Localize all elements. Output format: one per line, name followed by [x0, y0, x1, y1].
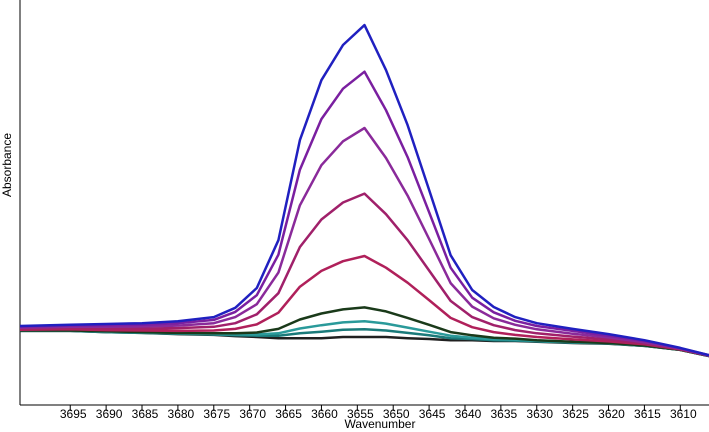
- x-tick-label: 3615: [634, 407, 661, 421]
- x-tick-label: 3630: [526, 407, 553, 421]
- spectrum-line: [19, 192, 709, 357]
- spectrum-line: [20, 306, 709, 358]
- x-tick-label: 3665: [275, 407, 302, 421]
- x-tick-label: 3660: [311, 407, 338, 421]
- spectrum-line: [19, 254, 709, 357]
- x-tick-label: 3620: [598, 407, 625, 421]
- x-axis-label: Wavenumber: [345, 417, 416, 431]
- x-tick-label: 3610: [670, 407, 697, 421]
- y-axis-label: Absorbance: [0, 133, 14, 197]
- x-tick-label: 3675: [203, 407, 230, 421]
- x-tick-label: 3680: [168, 407, 195, 421]
- x-tick-label: 3690: [96, 407, 123, 421]
- x-tick-label: 3685: [132, 407, 159, 421]
- x-tick-label: 3645: [419, 407, 446, 421]
- x-tick-label: 3670: [239, 407, 266, 421]
- spectrum-line: [19, 23, 709, 357]
- x-tick-label: 3655: [347, 407, 374, 421]
- spectrum-line: [19, 70, 709, 357]
- spectrum-line: [19, 126, 709, 357]
- x-tick-label: 3695: [60, 407, 87, 421]
- x-tick-label: 3625: [562, 407, 589, 421]
- x-tick-label: 3635: [491, 407, 518, 421]
- x-tick-label: 3640: [455, 407, 482, 421]
- x-tick-label: 3650: [383, 407, 410, 421]
